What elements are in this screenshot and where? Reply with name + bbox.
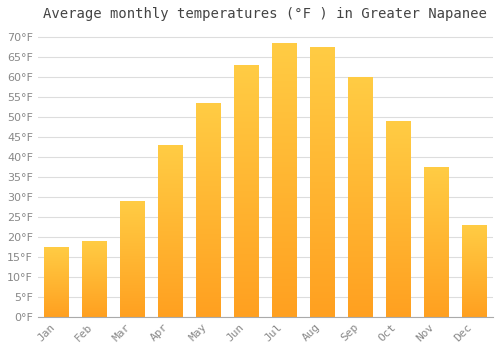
Title: Average monthly temperatures (°F ) in Greater Napanee: Average monthly temperatures (°F ) in Gr… — [44, 7, 488, 21]
